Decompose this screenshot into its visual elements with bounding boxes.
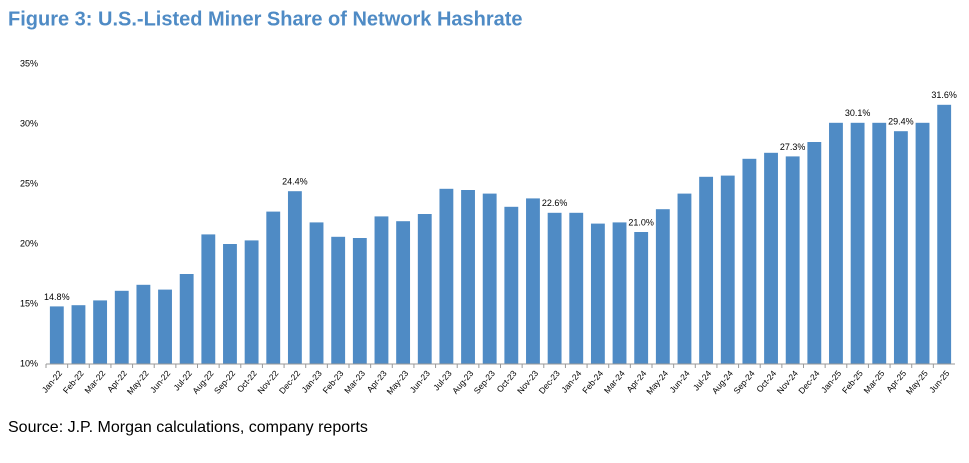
x-tick-label: Jan-23 (299, 368, 324, 395)
value-label: 29.4% (888, 117, 914, 127)
bar (396, 221, 411, 364)
bar (158, 289, 172, 364)
value-label: 31.6% (931, 90, 957, 100)
y-tick-label: 25% (20, 178, 38, 188)
bar (309, 222, 324, 364)
x-tick-label: Feb-22 (61, 368, 86, 395)
bar (71, 305, 86, 364)
x-tick-label: Jun-25 (927, 368, 952, 395)
x-tick-label: May-25 (904, 368, 930, 396)
x-tick-label: Aug-23 (450, 368, 475, 396)
y-tick-label: 20% (20, 238, 38, 248)
x-tick-label: May-22 (125, 368, 151, 396)
x-tick-label: Mar-24 (602, 368, 627, 395)
y-tick-label: 10% (20, 358, 38, 368)
bar (526, 198, 540, 364)
x-tick-label: Sep-23 (472, 368, 497, 396)
bar (677, 193, 692, 364)
x-tick-label: Feb-24 (580, 368, 605, 395)
value-label: 27.3% (780, 142, 806, 152)
x-tick-label: Jun-22 (148, 368, 173, 395)
y-tick-label: 15% (20, 298, 38, 308)
bar (720, 175, 735, 364)
source-note: Source: J.P. Morgan calculations, compan… (8, 419, 368, 436)
x-tick-label: Jan-22 (40, 368, 65, 395)
bar (93, 300, 108, 364)
y-tick-label: 30% (20, 118, 38, 128)
bar (829, 122, 843, 364)
bar (937, 104, 952, 365)
bar (807, 142, 822, 364)
x-tick-label: May-24 (644, 368, 670, 396)
bar (374, 216, 389, 364)
x-tick-label: May-23 (384, 368, 410, 396)
bar (655, 209, 670, 364)
x-tick-label: Mar-22 (82, 368, 107, 395)
bar (201, 234, 216, 364)
value-label: 22.6% (542, 198, 568, 208)
bar (439, 188, 454, 364)
bar (872, 122, 887, 364)
bar (785, 156, 800, 364)
bar (49, 306, 64, 364)
bar (352, 238, 367, 364)
y-tick-label: 35% (20, 58, 38, 68)
bar (136, 284, 151, 364)
chart-title: Figure 3: U.S.-Listed Miner Share of Net… (8, 8, 523, 30)
bar (569, 212, 584, 364)
x-tick-label: Dec-22 (277, 368, 302, 396)
x-tick-label: Jun-23 (408, 368, 433, 395)
bar (331, 236, 346, 364)
bar (764, 152, 778, 364)
bar (504, 206, 519, 364)
bar (114, 290, 129, 364)
x-tick-label: Dec-24 (796, 368, 821, 396)
x-tick-label: Nov-22 (255, 368, 280, 396)
bar (179, 274, 194, 364)
bar (699, 176, 714, 364)
bar (915, 122, 930, 364)
bar (547, 212, 562, 364)
value-label: 14.8% (44, 292, 70, 302)
bar (244, 240, 259, 364)
bar (287, 191, 302, 364)
x-tick-label: Mar-25 (862, 368, 887, 395)
x-tick-label: Nov-23 (515, 368, 540, 396)
x-tick-label: Sep-24 (731, 368, 756, 396)
bar (893, 131, 908, 364)
bar (266, 211, 281, 364)
x-tick-label: Jan-25 (819, 368, 844, 395)
x-tick-label: Aug-24 (710, 368, 735, 396)
x-tick-label: Jan-24 (559, 368, 584, 395)
bar (482, 193, 497, 364)
value-label: 24.4% (282, 177, 308, 187)
x-tick-label: Sep-22 (212, 368, 237, 396)
value-label: 21.0% (628, 217, 654, 227)
x-tick-label: Mar-23 (342, 368, 367, 395)
bar (850, 122, 865, 364)
x-tick-label: Feb-25 (840, 368, 865, 395)
bar (461, 190, 475, 364)
value-label: 30.1% (845, 108, 871, 118)
bar (634, 232, 649, 364)
bar (417, 214, 432, 364)
x-tick-label: Jun-24 (667, 368, 692, 395)
bar (612, 222, 627, 364)
x-tick-label: Feb-23 (320, 368, 345, 395)
x-tick-label: Dec-23 (537, 368, 562, 396)
bar (223, 244, 237, 364)
x-tick-label: Nov-24 (775, 368, 800, 396)
bar (742, 158, 757, 364)
bar (590, 223, 605, 364)
x-tick-label: Aug-22 (190, 368, 215, 396)
